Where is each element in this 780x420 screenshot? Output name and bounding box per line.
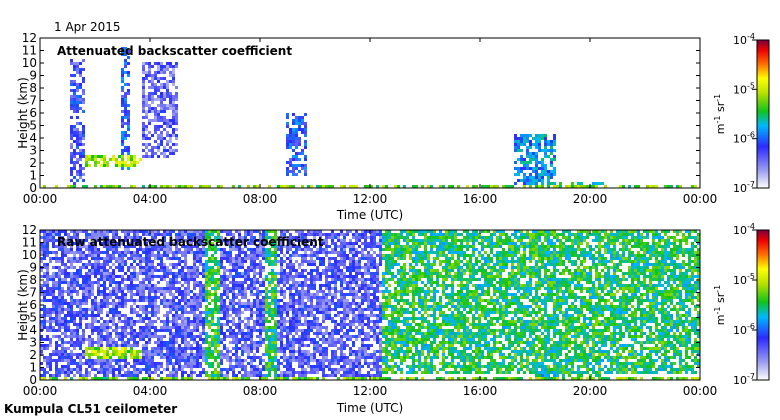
colorbar-attenuated: 10-4 10-5 10-6 10-7 m-1 sr-1	[713, 32, 770, 195]
y-tick-label: 5	[29, 311, 37, 325]
y-tick-label: 1	[29, 169, 37, 183]
panel-title-raw: Raw attenuated backscatter coefficient	[57, 235, 324, 249]
x-tick-label: 12:00	[353, 384, 388, 398]
y-tick-label: 11	[22, 236, 37, 250]
y-tick-label: 8	[29, 81, 37, 95]
plot-frame-attenuated	[39, 37, 701, 189]
y-tick-label: 0	[29, 373, 37, 387]
y-tick-label: 9	[29, 261, 37, 275]
x-tick-label: 00:00	[683, 192, 718, 206]
panel-title-attenuated: Attenuated backscatter coefficient	[57, 44, 292, 58]
colorbar-tick-label: 10-6	[733, 131, 755, 146]
x-tick-label: 08:00	[243, 384, 278, 398]
y-tick-label: 5	[29, 119, 37, 133]
y-tick-label: 6	[29, 298, 37, 312]
y-tick-label: 0	[29, 181, 37, 195]
heatmap-attenuated	[43, 47, 697, 188]
x-tick-label: 20:00	[573, 384, 608, 398]
colorbar-unit-label: m-1 sr-1	[713, 94, 727, 134]
x-tick-label: 00:00	[23, 384, 58, 398]
instrument-label: Kumpula CL51 ceilometer	[4, 402, 177, 416]
y-tick-label: 12	[22, 223, 37, 237]
xlabel-raw: Time (UTC)	[336, 401, 403, 415]
x-tick-label: 00:00	[23, 192, 58, 206]
x-tick-label: 00:00	[683, 384, 718, 398]
y-tick-label: 11	[22, 44, 37, 58]
x-tick-label: 08:00	[243, 192, 278, 206]
y-tick-label: 4	[29, 131, 37, 145]
x-tick-label: 12:00	[353, 192, 388, 206]
panel-attenuated: Attenuated backscatter coefficient 01234…	[16, 31, 770, 222]
ylabel-attenuated: Height (km)	[16, 77, 30, 148]
colorbar-tick-label: 10-6	[733, 322, 755, 337]
y-tick-label: 7	[29, 94, 37, 108]
y-tick-label: 4	[29, 323, 37, 337]
colorbar-tick-label: 10-5	[733, 272, 755, 287]
y-tick-label: 10	[22, 248, 37, 262]
panel-raw: Raw attenuated backscatter coefficient 0…	[16, 222, 770, 415]
y-tick-label: 3	[29, 336, 37, 350]
y-tick-label: 9	[29, 69, 37, 83]
heatmap-raw	[40, 230, 700, 380]
colorbar-raw: 10-4 10-5 10-6 10-7 m-1 sr-1	[713, 222, 770, 387]
date-label: 1 Apr 2015	[54, 20, 121, 34]
y-tick-label: 2	[29, 156, 37, 170]
colorbar-tick-label: 10-4	[733, 222, 755, 237]
y-tick-label: 6	[29, 106, 37, 120]
y-tick-label: 12	[22, 31, 37, 45]
colorbar-tick-label: 10-7	[733, 372, 755, 387]
colorbar-tick-label: 10-7	[733, 180, 755, 195]
x-tick-label: 16:00	[463, 192, 498, 206]
colorbar-tick-label: 10-5	[733, 81, 755, 96]
colorbar-unit-label: m-1 sr-1	[713, 285, 727, 325]
y-tick-label: 8	[29, 273, 37, 287]
y-tick-label: 7	[29, 286, 37, 300]
y-tick-label: 3	[29, 144, 37, 158]
ylabel-raw: Height (km)	[16, 269, 30, 340]
x-tick-label: 04:00	[133, 192, 168, 206]
y-tick-label: 2	[29, 348, 37, 362]
x-tick-label: 20:00	[573, 192, 608, 206]
xlabel-attenuated: Time (UTC)	[336, 208, 403, 222]
x-tick-label: 16:00	[463, 384, 498, 398]
colorbar-tick-label: 10-4	[733, 32, 755, 47]
y-tick-label: 1	[29, 361, 37, 375]
x-tick-label: 04:00	[133, 384, 168, 398]
y-tick-label: 10	[22, 56, 37, 70]
